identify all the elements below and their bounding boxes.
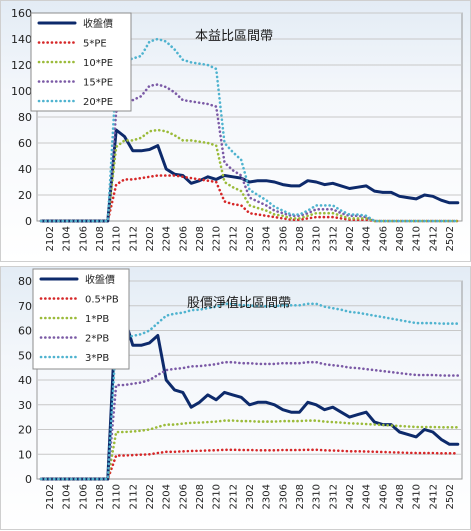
pb-x-tick-label: 2402	[345, 484, 356, 509]
pb-x-tick-label: 2204	[162, 484, 173, 509]
pe-y-tick-label: 0	[25, 215, 32, 228]
pb-legend-label: 0.5*PB	[85, 295, 119, 306]
pe-series-line-20xpe	[39, 37, 460, 223]
pe-x-tick-label: 2310	[312, 226, 323, 251]
pe-legend-label: 10*PE	[83, 58, 113, 69]
pe-series-line-10xpe	[39, 128, 460, 223]
pb-x-tick-label: 2408	[395, 484, 406, 509]
pe-x-tick-label: 2304	[262, 226, 273, 251]
pb-x-tick-label: 2210	[212, 484, 223, 509]
pb-x-tick-label: 2406	[378, 484, 389, 509]
pb-legend-label: 3*PB	[85, 353, 109, 364]
pe-legend-label: 20*PE	[83, 97, 113, 108]
pb-band-chart-panel: 0 10 20 30 40 50 60 70 80 2102 2104 2106 2108 2110 211…	[0, 266, 471, 530]
pb-x-tick-label: 2410	[412, 484, 423, 509]
pb-legend-label: 收盤價	[85, 273, 115, 286]
pb-x-tick-label: 2404	[362, 484, 373, 509]
pe-x-tick-label: 2112	[128, 226, 139, 251]
pe-series-line-close	[39, 128, 460, 223]
pe-x-tick-label: 2204	[162, 226, 173, 251]
pb-y-tick-label: 20	[18, 424, 32, 437]
pb-legend-label: 2*PB	[85, 334, 109, 345]
pe-y-tick-label: 40	[18, 163, 32, 176]
pb-x-tick-label: 2208	[195, 484, 206, 509]
pe-x-tick-label: 2410	[412, 226, 423, 251]
pe-legend	[30, 12, 132, 112]
pe-x-tick-label: 2306	[278, 226, 289, 251]
pb-y-tick-label: 40	[18, 374, 32, 387]
pb-x-tick-label: 2304	[262, 484, 273, 509]
pb-x-tick-label: 2212	[228, 484, 239, 509]
pe-x-tick-label: 2312	[328, 226, 339, 251]
pe-x-tick-label: 2110	[112, 226, 123, 251]
pb-series-line-3xpb	[39, 302, 460, 481]
pb-y-tick-label: 70	[18, 300, 32, 313]
pe-y-tick-label: 140	[11, 33, 32, 46]
pb-x-tick-label: 2302	[245, 484, 256, 509]
pe-y-tick-label: 80	[18, 111, 32, 124]
pe-x-tick-label: 2104	[62, 226, 73, 251]
pe-y-tick-label: 20	[18, 189, 32, 202]
pe-x-tick-label: 2106	[78, 226, 89, 251]
pb-x-tick-label: 2312	[328, 484, 339, 509]
pe-y-tick-label: 60	[18, 137, 32, 150]
pe-x-tick-label: 2202	[145, 226, 156, 251]
pe-band-chart: 0 20 40 60 80 100 120 140 160 2102 2104 2106 2108 211…	[11, 7, 463, 251]
pb-y-tick-label: 60	[18, 325, 32, 338]
pe-x-tick-label: 2402	[345, 226, 356, 251]
pe-x-tick-label: 2302	[245, 226, 256, 251]
pb-x-tick-label: 2104	[62, 484, 73, 509]
pb-x-tick-label: 2502	[445, 484, 456, 509]
pb-series-line-1xpb	[39, 419, 460, 481]
pe-x-tick-label: 2208	[195, 226, 206, 251]
pe-legend-label: 5*PE	[83, 39, 107, 50]
pb-x-tick-label: 2110	[112, 484, 123, 509]
pb-y-tick-label: 0	[25, 473, 32, 486]
pb-x-tick-label: 2106	[78, 484, 89, 509]
pb-chart-title: 股價淨值比區間帶	[187, 295, 291, 311]
pe-x-tick-label: 2408	[395, 226, 406, 251]
pe-y-tick-label: 160	[11, 7, 32, 20]
pe-x-tick-label: 2206	[178, 226, 189, 251]
pb-x-tick-label: 2412	[428, 484, 439, 509]
pb-y-tick-label: 80	[18, 275, 32, 288]
pe-band-chart-panel: 0 20 40 60 80 100 120 140 160 2102 2104 2106 2108 211…	[0, 0, 471, 262]
pe-legend-label: 15*PE	[83, 78, 113, 89]
pb-y-tick-label: 50	[18, 349, 32, 362]
pe-x-tick-label: 2102	[45, 226, 56, 251]
pe-legend-label: 收盤價	[83, 17, 113, 30]
pe-x-tick-label: 2108	[95, 226, 106, 251]
pb-x-tick-label: 2310	[312, 484, 323, 509]
pb-x-tick-label: 2308	[295, 484, 306, 509]
pe-y-tick-label: 120	[11, 59, 32, 72]
pe-x-tick-label: 2502	[445, 226, 456, 251]
pe-chart-title: 本益比區間帶	[195, 29, 273, 44]
pe-x-tick-label: 2212	[228, 226, 239, 251]
pb-x-tick-label: 2206	[178, 484, 189, 509]
pe-x-tick-label: 2308	[295, 226, 306, 251]
pb-legend	[32, 268, 130, 370]
pe-x-tick-label: 2404	[362, 226, 373, 251]
pe-y-tick-label: 100	[11, 85, 32, 98]
pb-band-chart: 0 10 20 30 40 50 60 70 80 2102 2104 2106 2108 2110 211…	[18, 268, 463, 509]
pb-y-tick-label: 30	[18, 399, 32, 412]
pe-x-tick-label: 2210	[212, 226, 223, 251]
pb-x-tick-label: 2202	[145, 484, 156, 509]
pb-x-tick-label: 2102	[45, 484, 56, 509]
pb-legend-label: 1*PB	[85, 314, 109, 325]
pb-x-tick-label: 2112	[128, 484, 139, 509]
pb-x-tick-label: 2108	[95, 484, 106, 509]
pb-y-tick-label: 10	[18, 448, 32, 461]
pe-x-tick-label: 2412	[428, 226, 439, 251]
pe-x-tick-label: 2406	[378, 226, 389, 251]
pb-x-tick-label: 2306	[278, 484, 289, 509]
